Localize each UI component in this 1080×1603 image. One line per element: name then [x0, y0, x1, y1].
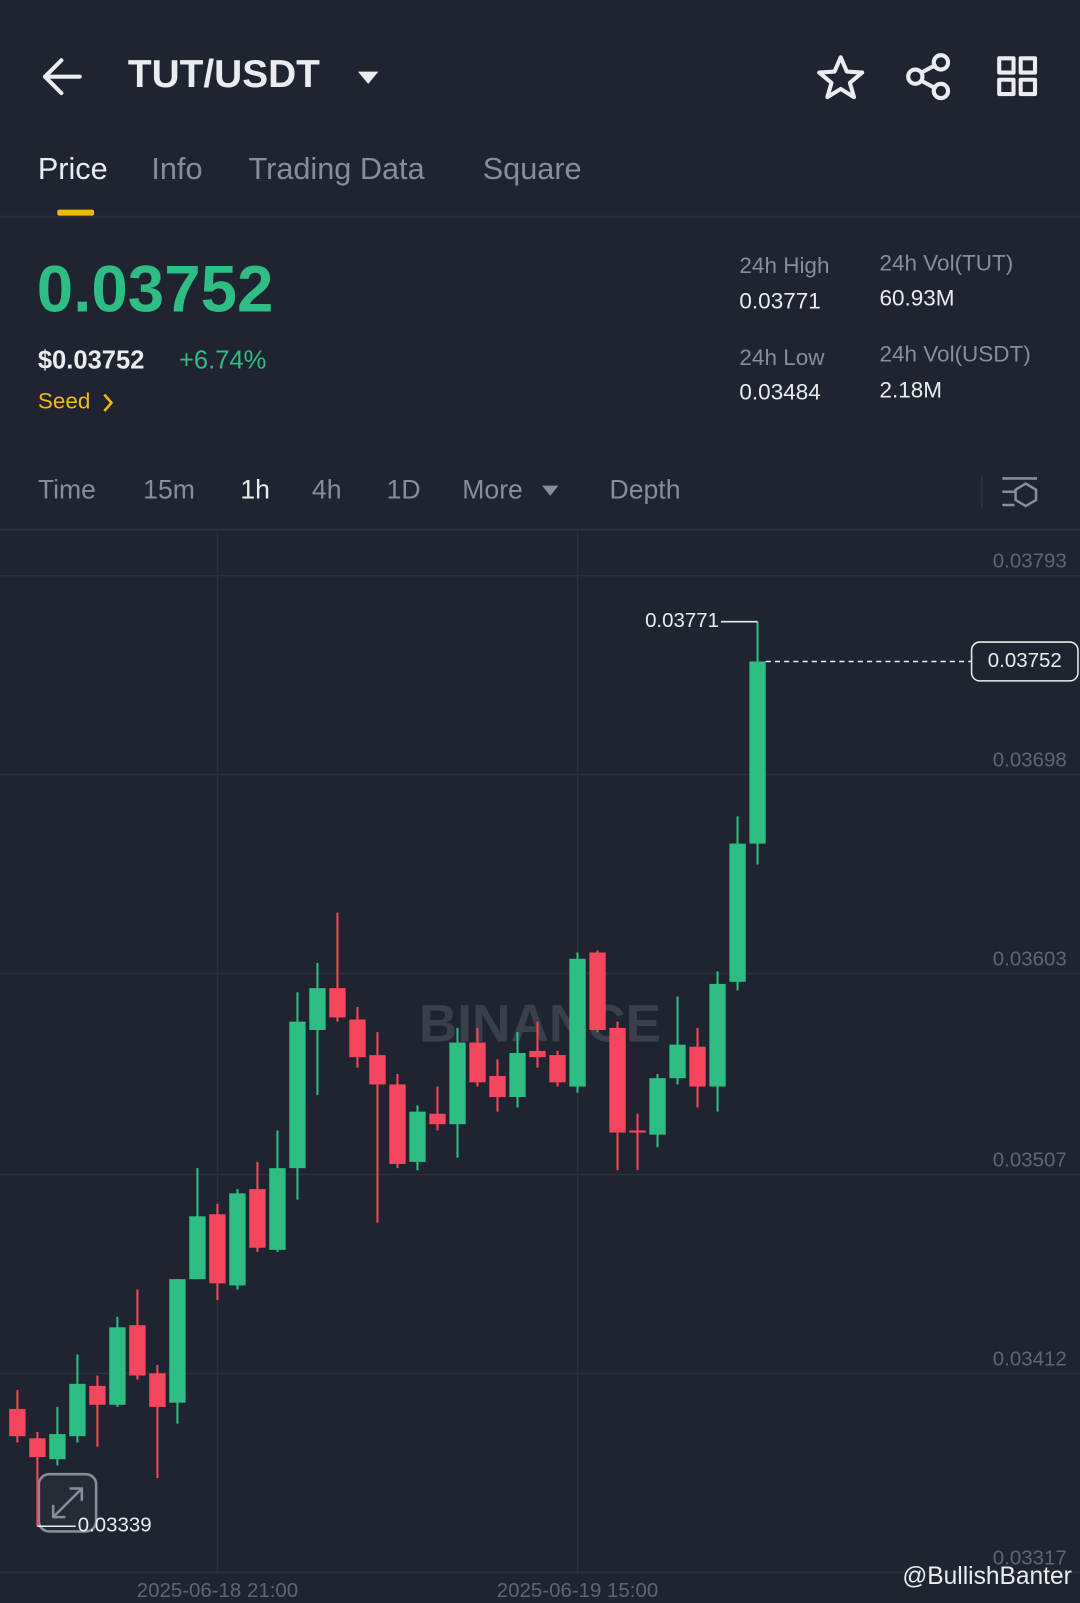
expand-button[interactable] [37, 1472, 98, 1533]
tag[interactable]: Seed [38, 389, 91, 414]
menu-icon[interactable] [997, 56, 1038, 97]
interval[interactable]: 4h [312, 475, 342, 505]
y-tick-label: 0.03507 [993, 1149, 1067, 1172]
stat-label: 24h Vol(TUT) [880, 251, 1014, 276]
candle-body [589, 952, 606, 1030]
pair-dropdown[interactable] [357, 71, 379, 84]
candle-body [229, 1193, 246, 1286]
last-price: 0.03752 [37, 253, 274, 326]
tab-indicator [57, 209, 95, 216]
candle-body [129, 1325, 146, 1376]
low-label: 0.03339 [78, 1514, 152, 1537]
interval[interactable]: Time [38, 475, 96, 505]
candle-body [249, 1189, 266, 1248]
candle-body [349, 1019, 366, 1058]
interval[interactable]: 1h [240, 475, 270, 505]
settings-icon[interactable] [1002, 477, 1038, 508]
candle-body [549, 1055, 566, 1083]
y-tick-label: 0.03793 [993, 550, 1067, 573]
x-tick-label: 2025-06-18 21:00 [137, 1579, 298, 1602]
more-dropdown [542, 485, 559, 496]
candle-body [509, 1053, 526, 1097]
candle-body [489, 1076, 506, 1097]
share-icon[interactable] [906, 53, 951, 101]
candle-body [569, 958, 586, 1087]
y-tick-label: 0.03698 [993, 749, 1067, 772]
stat-label: 24h Vol(USDT) [880, 342, 1031, 367]
interval[interactable]: Depth [610, 475, 681, 505]
interval[interactable]: 15m [143, 475, 195, 505]
candle-body [749, 661, 766, 844]
stat-value: 0.03484 [739, 380, 820, 405]
price-change: +6.74% [179, 347, 266, 375]
candle-body [469, 1042, 486, 1083]
y-tick-label: 0.03412 [993, 1347, 1067, 1370]
candle-body [609, 1027, 626, 1133]
stat-value: 2.18M [880, 377, 943, 402]
tab[interactable]: Price [38, 152, 108, 186]
candle-body [209, 1214, 226, 1284]
y-tick-label: 0.03317 [993, 1546, 1067, 1569]
candle-body [629, 1130, 646, 1133]
interval[interactable]: 1D [387, 475, 421, 505]
back-button[interactable] [42, 58, 82, 96]
tab[interactable]: Square [483, 152, 582, 186]
candle-body [289, 1021, 306, 1169]
candle-body [309, 988, 326, 1030]
candle-body [369, 1055, 386, 1085]
stat-value: 60.93M [880, 285, 955, 310]
last-price-label: 0.03752 [988, 649, 1062, 672]
pair-title[interactable]: TUT/USDT [128, 53, 320, 96]
candle-body [169, 1279, 186, 1403]
stat-label: 24h Low [739, 345, 825, 370]
stat-label: 24h High [739, 253, 829, 278]
candle-body [409, 1111, 426, 1162]
tab[interactable]: Info [151, 152, 202, 186]
candle-body [189, 1216, 206, 1280]
credit: @BullishBanter [902, 1563, 1071, 1590]
tab[interactable]: Trading Data [249, 152, 426, 186]
candle-body [89, 1385, 106, 1405]
stat-value: 0.03771 [739, 289, 820, 314]
y-tick-label: 0.03603 [993, 948, 1067, 971]
candle-body [649, 1078, 666, 1135]
candle-body [109, 1327, 126, 1405]
candle-body [269, 1168, 286, 1250]
candle-body [449, 1042, 466, 1125]
candle-body [689, 1046, 706, 1087]
candle-body [389, 1084, 406, 1164]
candle-body [49, 1434, 66, 1460]
last-price-box [970, 641, 1079, 682]
candle-body [69, 1383, 86, 1437]
candle-body [149, 1373, 166, 1407]
candle-body [669, 1044, 686, 1079]
candle-body [429, 1113, 446, 1125]
candle-body [329, 988, 346, 1018]
candle-body [529, 1050, 546, 1058]
interval[interactable]: More [462, 475, 523, 505]
candle-body [729, 843, 746, 982]
usd-price: $0.03752 [38, 347, 145, 375]
candle-body [29, 1438, 46, 1458]
tag-arrow [103, 393, 114, 412]
candle-body [9, 1408, 26, 1437]
favorite-icon[interactable] [817, 55, 865, 100]
high-label: 0.03771 [645, 609, 719, 632]
x-tick-label: 2025-06-19 15:00 [497, 1579, 658, 1602]
candle-body [709, 983, 726, 1087]
